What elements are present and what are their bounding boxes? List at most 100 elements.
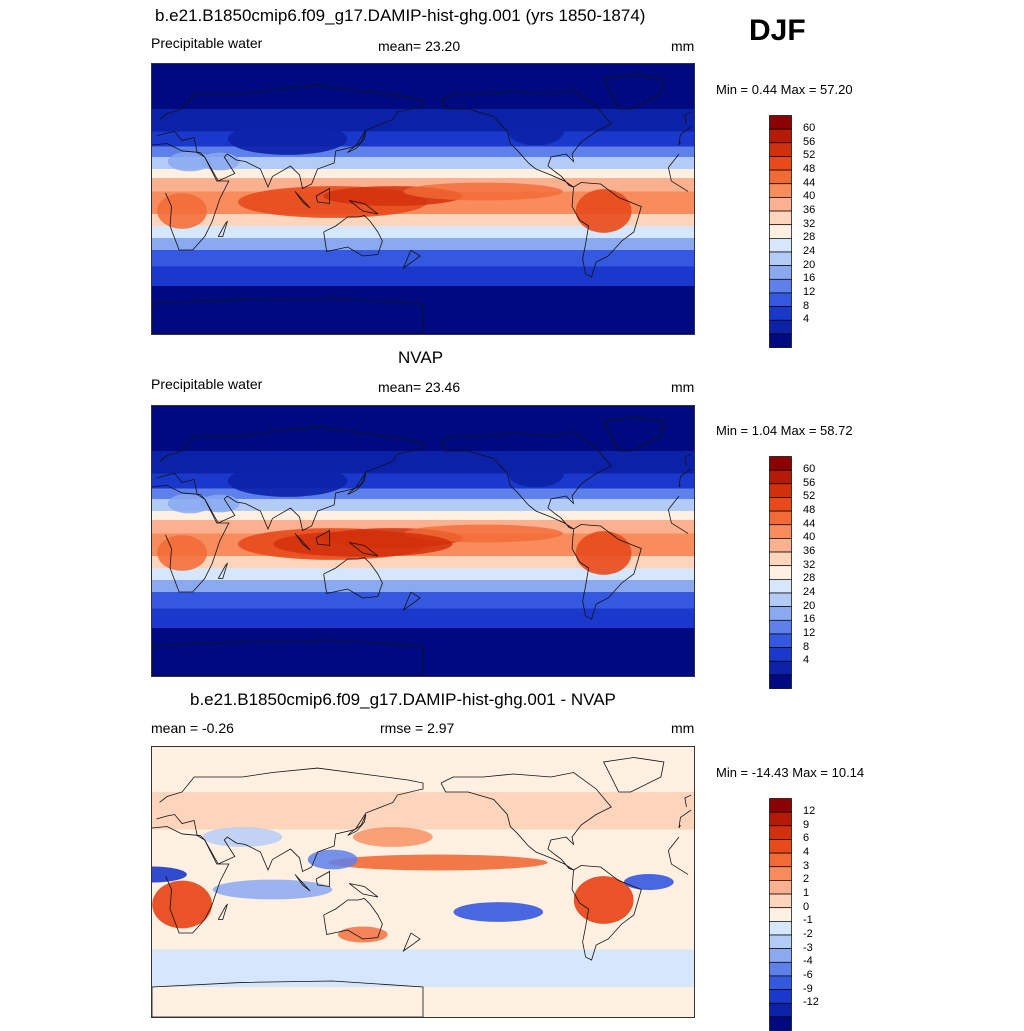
colorbar-swatch [769,934,792,949]
panel3-mean-label: mean = -0.26 [151,720,234,736]
coastline [217,562,229,579]
colorbar-swatch [769,497,792,512]
coastline [217,220,229,237]
colorbar-swatch [769,606,792,621]
coastline [152,980,424,1017]
coastline [440,89,612,188]
colorbar-tick-label: 44 [803,517,816,530]
colorbar-tick-label: 3 [803,859,810,872]
coastline [156,767,692,873]
coastline [294,874,311,892]
panel2-minmax: Min = 1.04 Max = 58.72 [716,423,853,438]
panel3-minmax: Min = -14.43 Max = 10.14 [716,765,865,780]
colorbar-tick-label: 4 [803,846,810,859]
colorbar-tick-label: 60 [803,463,816,476]
coastline [347,814,367,836]
colorbar-tick-label: 20 [803,258,816,271]
colorbar-tick-label: -2 [803,928,813,940]
colorbar-swatch [769,142,792,157]
map-field [152,64,694,334]
colorbar-swatch [769,633,792,648]
colorbar-tick-label: 8 [803,640,810,653]
colorbar-tick-label: 56 [803,135,816,148]
colorbar-swatch [769,538,792,553]
colorbar-tick-label: 32 [803,558,816,571]
coastline [315,187,331,204]
colorbar-swatch [769,210,792,226]
coastline [571,865,642,961]
colorbar-tick-label: -3 [803,941,813,954]
colorbar-swatch [769,578,792,594]
colorbar-swatch [769,975,792,990]
colorbar-tick-label: 60 [803,122,816,135]
coastline [684,453,692,467]
colorbar-swatch [769,825,792,840]
colorbar-tick-label: 28 [803,231,816,244]
colorbar-swatches [769,115,792,348]
colorbar-tick-label: 52 [803,149,816,162]
colorbar-swatch [769,798,792,813]
panel3-title: b.e21.B1850cmip6.f09_g17.DAMIP-hist-ghg.… [190,690,616,709]
colorbar-tick-label: -9 [803,982,813,995]
colorbar-swatch [769,866,792,881]
colorbar-tick-label: 48 [803,504,816,517]
colorbar-tick-label: 32 [803,217,816,230]
colorbar-tick-label: -4 [803,955,813,968]
colorbar-swatch [769,169,792,185]
colorbar-tick-label: 8 [803,299,810,312]
panel3-units-label: mm [671,720,695,736]
colorbar-tick-label: 16 [803,272,816,285]
colorbar-swatch [769,156,792,171]
panel1-colorbar: 60 56 52 48 44 40 36 32 28 24 20 16 12 8 4 [769,115,815,348]
colorbar-swatches [769,456,792,689]
colorbar-swatch [769,319,792,335]
colorbar-tick-label: 6 [803,832,810,845]
colorbar-tick-label: 44 [803,176,816,189]
colorbar-swatch [769,647,792,662]
season-label: DJF [749,14,806,47]
colorbar-swatch [769,880,792,895]
coastline [152,826,689,934]
coastline [603,416,665,452]
coastline [323,898,383,940]
colorbar-swatch [769,469,792,485]
coastline [402,932,421,953]
coastline [402,591,421,612]
colorbar-tick-label: 20 [803,599,816,612]
colorbar-swatch [769,251,792,266]
colorbar-swatch [769,674,792,689]
panel2-map [151,405,695,677]
panel1-mean-label: mean= 23.20 [378,38,461,54]
panel2-title: NVAP [398,348,444,367]
colorbar-tick-label: -6 [803,968,813,981]
colorbar-swatch [769,292,792,307]
panel1-units-label: mm [671,38,695,54]
coastline [402,249,421,270]
colorbar-tick-label: 48 [803,163,816,176]
panel1-variable-label: Precipitable water [151,35,263,51]
coastline [152,143,689,251]
colorbar-swatch [769,224,792,239]
coastline [323,557,383,599]
coastline [152,297,424,334]
coastline [323,215,383,257]
panel1-minmax: Min = 0.44 Max = 57.20 [716,82,853,97]
colorbar-swatches [769,798,792,1031]
colorbar-swatch [769,183,792,198]
colorbar-tick-label: 12 [803,285,816,298]
coastline [315,529,331,546]
colorbar-swatch [769,237,792,253]
colorbar-swatch [769,811,792,827]
colorbar-swatch [769,197,792,212]
colorbar-swatch [769,1002,792,1018]
colorbar-tick-label: 24 [803,586,816,598]
coastline [684,111,692,125]
coastline [440,431,612,530]
colorbar-tick-label: 4 [803,654,810,667]
colorbar-swatch [769,592,792,607]
colorbar-tick-label: 4 [803,313,810,326]
coastline [347,131,367,153]
coastline [571,182,642,278]
coastline [315,870,331,887]
colorbar-swatch [769,660,792,676]
